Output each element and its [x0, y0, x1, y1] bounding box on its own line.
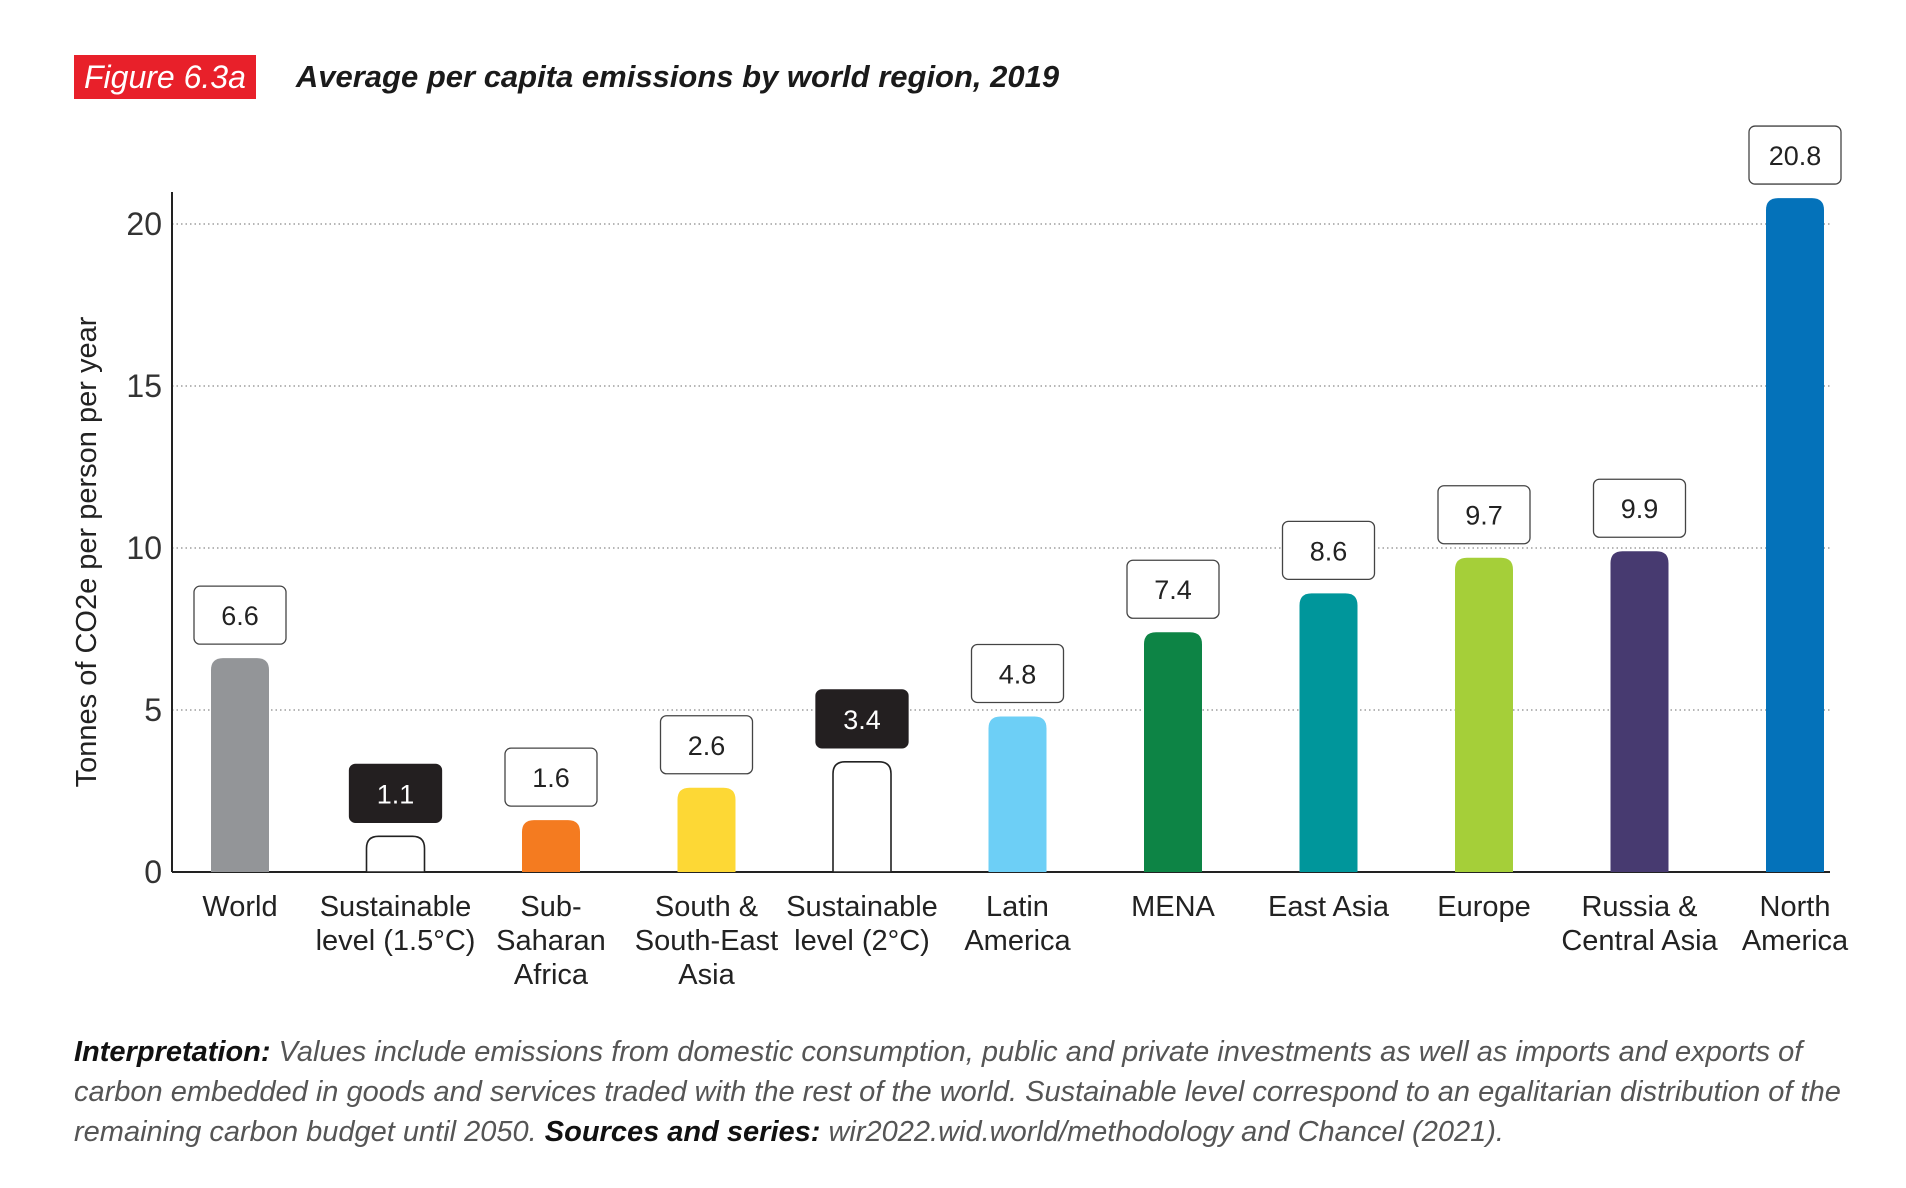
- category-label-line: South-East: [635, 925, 778, 957]
- y-tick-label-15: 15: [126, 368, 162, 404]
- bar-10: [1766, 198, 1824, 872]
- y-tick-label-20: 20: [126, 206, 162, 242]
- category-label-line: Europe: [1437, 891, 1531, 923]
- value-label-9: 9.9: [1621, 494, 1659, 524]
- value-label-box-10: [1748, 125, 1842, 185]
- value-label-3: 2.6: [688, 731, 726, 761]
- category-label-2: Sub-Saharan Africa: [496, 891, 606, 991]
- bar-8: [1455, 557, 1513, 872]
- y-tick-label-0: 0: [144, 854, 162, 890]
- category-label-line: East Asia: [1268, 891, 1390, 923]
- interpretation-label: Interpretation:: [74, 1036, 271, 1068]
- value-label-box-3: [659, 715, 754, 775]
- y-tick-label-5: 5: [144, 692, 162, 728]
- category-label-line: level (2°C): [794, 925, 930, 957]
- emissions-bar-chart: 0 5 10 15 20 Tonnes of CO2e per person per ye…: [71, 125, 1849, 991]
- value-label-box-5: [970, 643, 1065, 704]
- value-label-box-2: [504, 747, 598, 807]
- value-label-5: 4.8: [999, 659, 1037, 689]
- bar-2: [522, 820, 580, 872]
- value-label-1: 1.1: [377, 779, 415, 809]
- bar-0: [211, 658, 269, 872]
- category-label-line: Africa: [514, 959, 589, 991]
- y-axis-title: Tonnes of CO2e per person per year: [71, 316, 103, 787]
- category-label-line: South &: [655, 891, 758, 923]
- value-label-10: 20.8: [1769, 141, 1822, 171]
- y-tick-label-10: 10: [126, 530, 162, 566]
- value-label-7: 8.6: [1310, 536, 1348, 566]
- value-label-2: 1.6: [532, 763, 570, 793]
- bar-1: [365, 835, 426, 873]
- category-label-6: MENA: [1131, 891, 1215, 923]
- figure-header: Figure 6.3a Average per capita emissions…: [74, 55, 1059, 99]
- category-label-line: Central Asia: [1561, 925, 1718, 957]
- category-label-5: Latin America: [964, 891, 1071, 957]
- category-label-line: World: [202, 891, 277, 923]
- value-label-box-7: [1281, 520, 1376, 581]
- value-label-4: 3.4: [843, 705, 881, 735]
- category-label-0: World: [202, 891, 277, 923]
- bar-4: [832, 761, 892, 873]
- value-label-0: 6.6: [221, 601, 259, 631]
- value-label-box-1: [348, 763, 443, 824]
- category-label-line: North: [1760, 891, 1831, 923]
- bar-7: [1299, 593, 1358, 872]
- category-label-10: North America: [1742, 891, 1849, 957]
- value-label-box-0: [193, 585, 287, 645]
- value-label-box-9: [1592, 478, 1687, 538]
- category-label-line: Asia: [678, 959, 735, 991]
- category-label-7: East Asia: [1268, 891, 1390, 923]
- bar-3: [677, 787, 736, 872]
- interpretation-note: Interpretation: Values include emissions…: [74, 1032, 1854, 1152]
- category-label-line: MENA: [1131, 891, 1215, 923]
- value-label-box-6: [1126, 559, 1220, 619]
- category-label-9: Russia & Central Asia: [1561, 891, 1718, 957]
- category-label-8: Europe: [1437, 891, 1531, 923]
- category-label-line: Saharan: [496, 925, 606, 957]
- value-label-6: 7.4: [1154, 575, 1192, 605]
- category-label-line: level (1.5°C): [316, 925, 476, 957]
- figure-title: Average per capita emissions by world re…: [295, 59, 1060, 94]
- category-label-line: Latin: [986, 891, 1049, 923]
- category-label-line: Sustainable: [320, 891, 472, 923]
- value-label-box-4: [815, 689, 909, 749]
- category-label-line: Russia &: [1581, 891, 1697, 923]
- category-label-line: America: [1742, 925, 1849, 957]
- figure-number-badge: Figure 6.3a: [74, 55, 256, 99]
- category-label-line: Sub-: [520, 891, 581, 923]
- category-label-1: Sustainable level (1.5°C): [316, 891, 476, 957]
- category-label-line: Sustainable: [786, 891, 938, 923]
- bar-6: [1144, 632, 1202, 872]
- sources-text: wir2022.wid.world/methodology and Chance…: [820, 1116, 1504, 1148]
- category-label-line: America: [964, 925, 1071, 957]
- interpretation-text: Values include emissions from domestic c…: [74, 1036, 1841, 1148]
- bar-5: [988, 716, 1047, 872]
- sources-label: Sources and series:: [544, 1116, 821, 1148]
- category-label-4: Sustainable level (2°C): [786, 891, 938, 957]
- value-label-box-8: [1437, 485, 1531, 545]
- value-label-8: 9.7: [1465, 501, 1503, 531]
- bar-9: [1610, 551, 1669, 872]
- category-label-3: South & South-East Asia: [635, 891, 778, 991]
